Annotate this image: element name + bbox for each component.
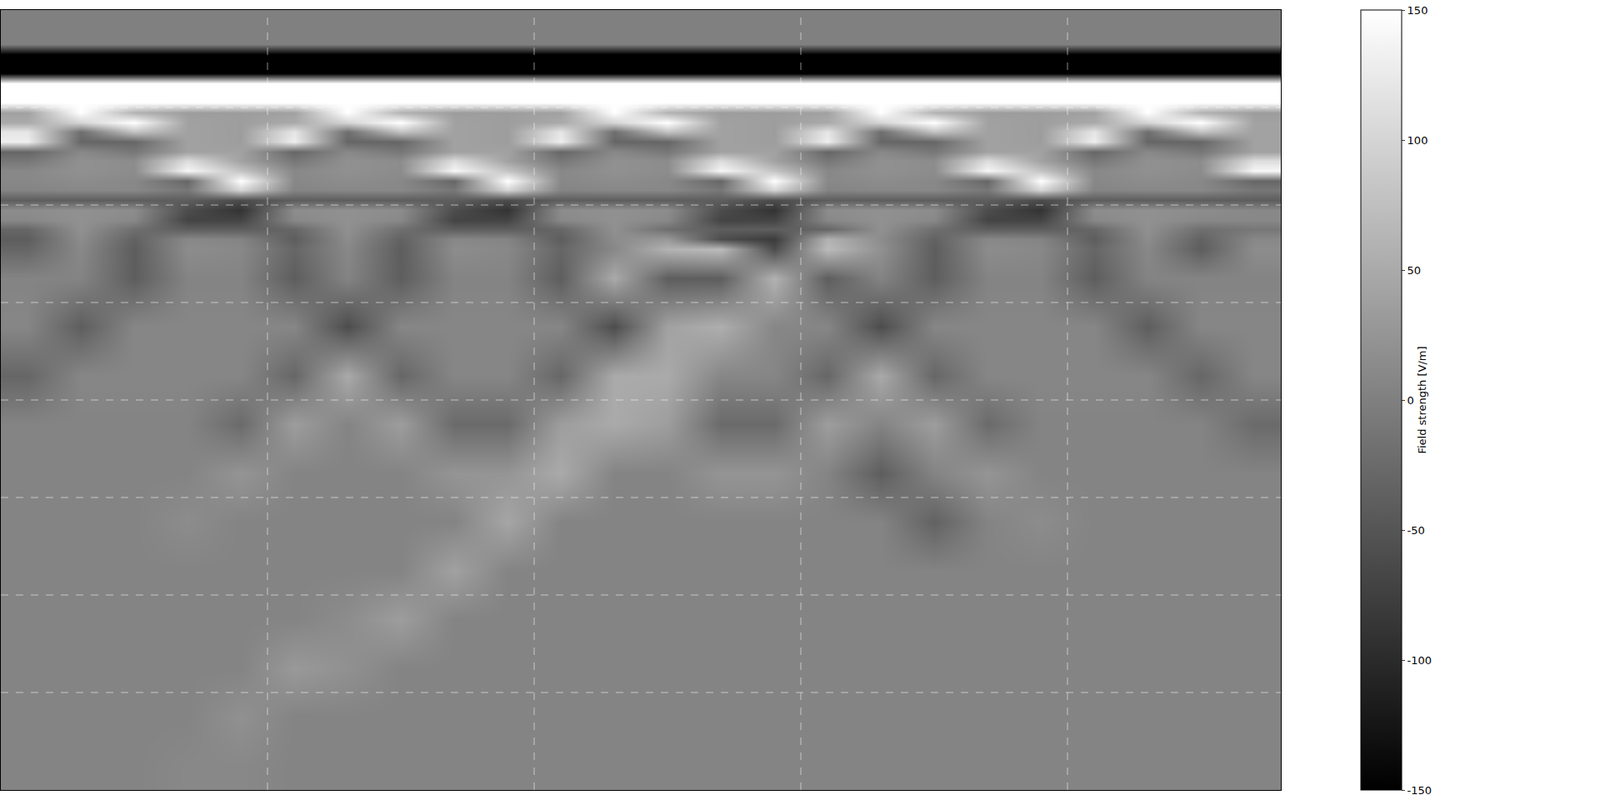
svg-text:-50: -50 [1407, 524, 1425, 537]
svg-text:150: 150 [1407, 4, 1429, 17]
svg-text:Field strength [V/m]: Field strength [V/m] [1415, 345, 1429, 454]
svg-text:100: 100 [1407, 134, 1429, 147]
svg-text:0: 0 [1407, 394, 1415, 407]
svg-text:-150: -150 [1407, 784, 1433, 797]
svg-text:-100: -100 [1407, 654, 1433, 667]
svg-text:50: 50 [1407, 264, 1422, 277]
